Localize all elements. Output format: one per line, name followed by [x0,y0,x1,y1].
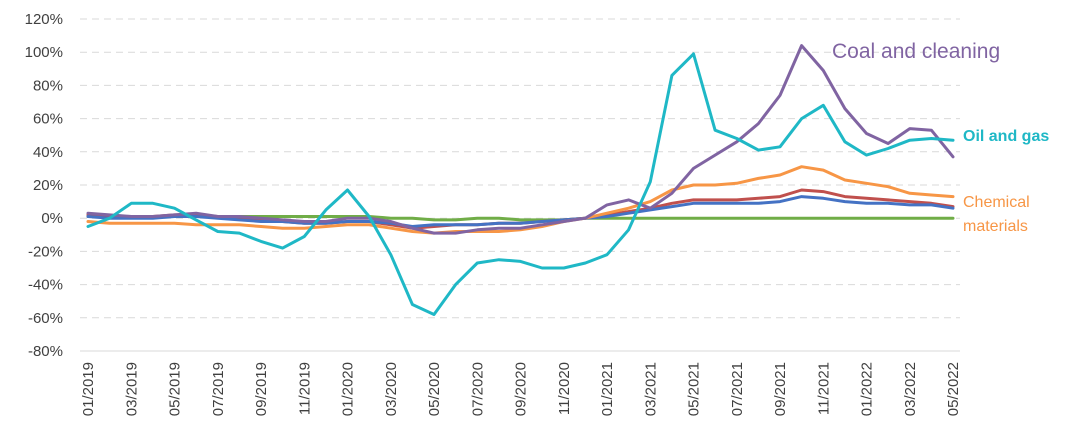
x-tick-label: 01/2020 [340,362,357,416]
x-tick-label: 07/2019 [210,362,227,416]
oil-and-gas-label: Oil and gas [963,128,1049,145]
series-lines [86,44,955,316]
x-tick-label: 11/2021 [815,362,832,415]
x-tick-label: 03/2021 [642,362,659,416]
x-tick-label: 11/2020 [556,362,573,415]
chemical-materials-label-line2: materials [963,218,1028,235]
y-tick-label: -80% [28,343,63,360]
x-axis-tick-labels: 01/2019 03/2019 05/2019 07/2019 09/2019 11/20… [80,362,962,416]
x-tick-label: 03/2019 [123,362,140,416]
y-tick-label: 120% [25,11,63,28]
y-tick-label: 0% [41,210,63,227]
x-tick-label: 03/2020 [383,362,400,416]
y-tick-label: 80% [33,77,63,94]
x-tick-label: 07/2021 [729,362,746,416]
x-tick-label: 05/2019 [167,362,184,416]
y-tick-label: -20% [28,243,63,260]
coal-and-cleaning-label: Coal and cleaning [832,40,1000,63]
y-tick-label: 100% [25,44,63,61]
x-tick-label: 01/2022 [859,362,876,416]
y-tick-label: 40% [33,144,63,161]
x-tick-label: 03/2022 [902,362,919,416]
x-tick-label: 05/2020 [426,362,443,416]
y-tick-label: -40% [28,277,63,294]
y-tick-label: 60% [33,111,63,128]
x-tick-label: 09/2019 [253,362,270,416]
oil-and-gas-line [86,52,955,316]
gridlines [80,18,960,352]
x-tick-label: 05/2021 [686,362,703,416]
x-tick-label: 01/2019 [80,362,97,416]
chemical-materials-line [86,165,955,235]
coal-and-cleaning-line [86,44,955,235]
y-tick-label: 20% [33,177,63,194]
x-tick-label: 05/2022 [945,362,962,416]
x-tick-label: 11/2019 [296,362,313,415]
x-tick-label: 09/2021 [772,362,789,416]
y-axis-tick-labels: -80% -60% -40% -20% 0% 20% 40% 60% 80% 100% 120% [25,11,63,360]
chemical-materials-label-line1: Chemical [963,194,1030,211]
y-tick-label: -60% [28,310,63,327]
series-3-line [86,195,955,228]
x-tick-label: 09/2020 [513,362,530,416]
x-tick-label: 01/2021 [599,362,616,416]
x-tick-label: 07/2020 [469,362,486,416]
